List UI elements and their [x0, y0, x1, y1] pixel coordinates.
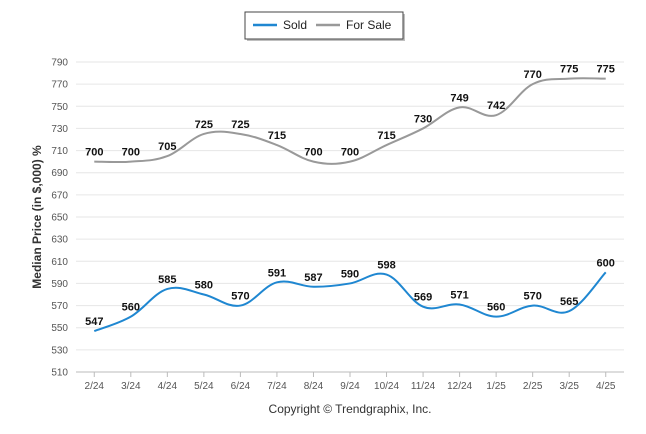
data-label-for-sale: 775 — [597, 64, 615, 76]
y-tick-label: 750 — [51, 102, 68, 113]
data-label-sold: 598 — [377, 260, 395, 272]
data-label-for-sale: 725 — [231, 119, 249, 131]
y-tick-label: 670 — [51, 190, 68, 201]
data-label-sold: 590 — [341, 268, 359, 280]
data-label-sold: 571 — [450, 289, 468, 301]
x-tick-label: 3/25 — [559, 381, 579, 392]
data-label-sold: 570 — [523, 291, 541, 303]
legend: Sold For Sale — [244, 11, 405, 41]
x-tick-label: 9/24 — [340, 381, 360, 392]
data-label-sold: 547 — [85, 316, 103, 328]
y-tick-label: 510 — [51, 368, 68, 379]
data-label-sold: 560 — [122, 302, 140, 314]
y-tick-label: 550 — [51, 323, 68, 334]
data-label-for-sale: 715 — [377, 130, 395, 142]
x-tick-label: 6/24 — [231, 381, 251, 392]
y-tick-label: 650 — [51, 213, 68, 224]
data-labels: 547 560 585 580 570 591 587 590 598 569 571 560 570 5… — [85, 64, 615, 328]
y-tick-label: 610 — [51, 257, 68, 268]
x-axis-ticks: 2/24 3/24 4/24 5/24 6/24 7/24 8/24 9/24 10/24 11/… — [85, 372, 616, 392]
data-label-sold: 560 — [487, 302, 505, 314]
x-tick-label: 8/24 — [304, 381, 324, 392]
y-tick-label: 710 — [51, 146, 68, 157]
data-label-for-sale: 775 — [560, 64, 578, 76]
data-label-for-sale: 749 — [450, 92, 468, 104]
data-label-for-sale: 700 — [304, 147, 322, 159]
x-tick-label: 5/24 — [194, 381, 214, 392]
x-tick-label: 3/24 — [121, 381, 141, 392]
data-label-sold: 587 — [304, 272, 322, 284]
x-tick-label: 2/24 — [85, 381, 105, 392]
legend-label-sold: Sold — [283, 18, 307, 32]
data-label-sold: 570 — [231, 291, 249, 303]
data-label-sold: 580 — [195, 280, 213, 292]
data-label-for-sale: 725 — [195, 119, 213, 131]
x-tick-label: 11/24 — [411, 381, 436, 392]
y-tick-label: 690 — [51, 168, 68, 179]
x-tick-label: 1/25 — [486, 381, 506, 392]
x-tick-label: 4/25 — [596, 381, 616, 392]
data-label-for-sale: 770 — [523, 69, 541, 81]
y-tick-label: 770 — [51, 80, 68, 91]
x-tick-label: 7/24 — [267, 381, 287, 392]
x-tick-label: 2/25 — [523, 381, 543, 392]
y-tick-label: 630 — [51, 235, 68, 246]
data-label-sold: 585 — [158, 274, 176, 286]
copyright-text: Copyright © Trendgraphix, Inc. — [269, 402, 432, 416]
y-axis-label: Median Price (in $,000) % — [30, 145, 44, 289]
x-tick-label: 12/24 — [447, 381, 472, 392]
data-label-for-sale: 700 — [122, 147, 140, 159]
data-label-for-sale: 742 — [487, 100, 505, 112]
data-label-sold: 600 — [597, 257, 615, 269]
y-tick-label: 530 — [51, 345, 68, 356]
data-label-sold: 591 — [268, 267, 286, 279]
data-label-sold: 569 — [414, 292, 432, 304]
series-line-sold — [93, 271, 607, 332]
legend-label-for-sale: For Sale — [346, 18, 392, 32]
y-tick-label: 590 — [51, 279, 68, 290]
series-lines — [93, 77, 607, 332]
x-tick-label: 10/24 — [374, 381, 399, 392]
gridlines — [76, 61, 624, 373]
y-tick-label: 790 — [51, 58, 68, 69]
y-tick-label: 570 — [51, 301, 68, 312]
y-tick-label: 730 — [51, 124, 68, 135]
data-label-for-sale: 715 — [268, 130, 286, 142]
data-label-for-sale: 705 — [158, 141, 176, 153]
series-line-for-sale — [94, 77, 606, 165]
data-label-for-sale: 730 — [414, 113, 432, 125]
data-label-for-sale: 700 — [85, 147, 103, 159]
x-tick-label: 4/24 — [158, 381, 178, 392]
y-axis-ticks: 510 530 550 570 590 610 630 650 670 690 710 730 750 7… — [51, 58, 68, 379]
data-label-for-sale: 700 — [341, 147, 359, 159]
data-label-sold: 565 — [560, 296, 578, 308]
